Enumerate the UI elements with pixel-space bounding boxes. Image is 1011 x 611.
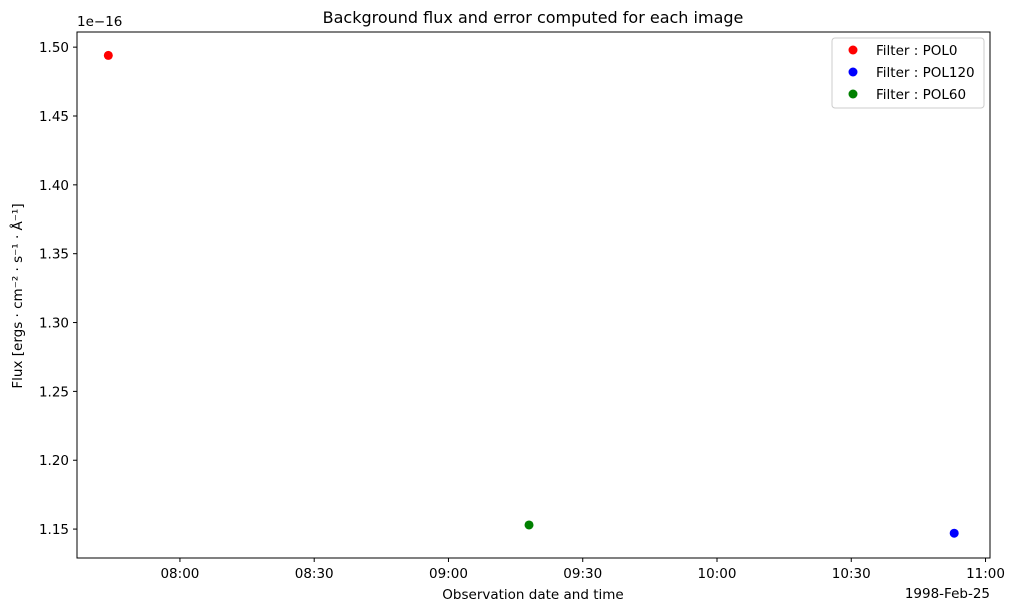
data-point — [103, 50, 113, 60]
x-offset-text: 1998-Feb-25 — [905, 586, 990, 602]
y-axis-ticks: 1.15 1.20 1.25 1.30 1.35 1.40 1.45 1.50 — [39, 40, 77, 538]
legend-marker — [848, 67, 858, 77]
plot-frame — [76, 31, 991, 559]
y-offset-text: 1e−16 — [77, 14, 122, 30]
x-tick-label: 10:00 — [698, 566, 737, 582]
y-tick-label: 1.30 — [39, 316, 69, 332]
legend-box — [831, 37, 985, 109]
y-tick-label: 1.15 — [39, 522, 69, 538]
y-tick-label: 1.25 — [39, 384, 69, 400]
y-tick-label: 1.40 — [39, 178, 69, 194]
data-point — [524, 520, 534, 530]
x-tick-label: 08:00 — [160, 566, 199, 582]
x-tick-label: 10:30 — [832, 566, 871, 582]
legend-marker — [848, 45, 858, 55]
legend-label: Filter : POL120 — [876, 65, 975, 81]
legend: Filter : POL0 Filter : POL120 Filter : POL… — [831, 37, 985, 109]
x-tick-label: 09:00 — [429, 566, 468, 582]
y-tick-label: 1.45 — [39, 109, 69, 125]
legend-label: Filter : POL0 — [876, 43, 957, 59]
y-tick-label: 1.20 — [39, 453, 69, 469]
legend-label: Filter : POL60 — [876, 87, 966, 103]
x-tick-label: 08:30 — [295, 566, 334, 582]
x-tick-label: 09:30 — [563, 566, 602, 582]
y-tick-label: 1.50 — [39, 40, 69, 56]
y-tick-label: 1.35 — [39, 247, 69, 263]
data-point — [949, 528, 959, 538]
chart-title: Background flux and error computed for e… — [323, 8, 744, 27]
legend-marker — [848, 89, 858, 99]
x-tick-label: 11:00 — [966, 566, 1005, 582]
data-points — [103, 50, 959, 538]
x-axis-label: Observation date and time — [442, 587, 623, 603]
y-axis-label: Flux [ergs · cm⁻² · s⁻¹ · Å⁻¹] — [9, 203, 26, 388]
x-axis-ticks: 08:00 08:30 09:00 09:30 10:00 10:30 11:00 — [160, 558, 1005, 582]
